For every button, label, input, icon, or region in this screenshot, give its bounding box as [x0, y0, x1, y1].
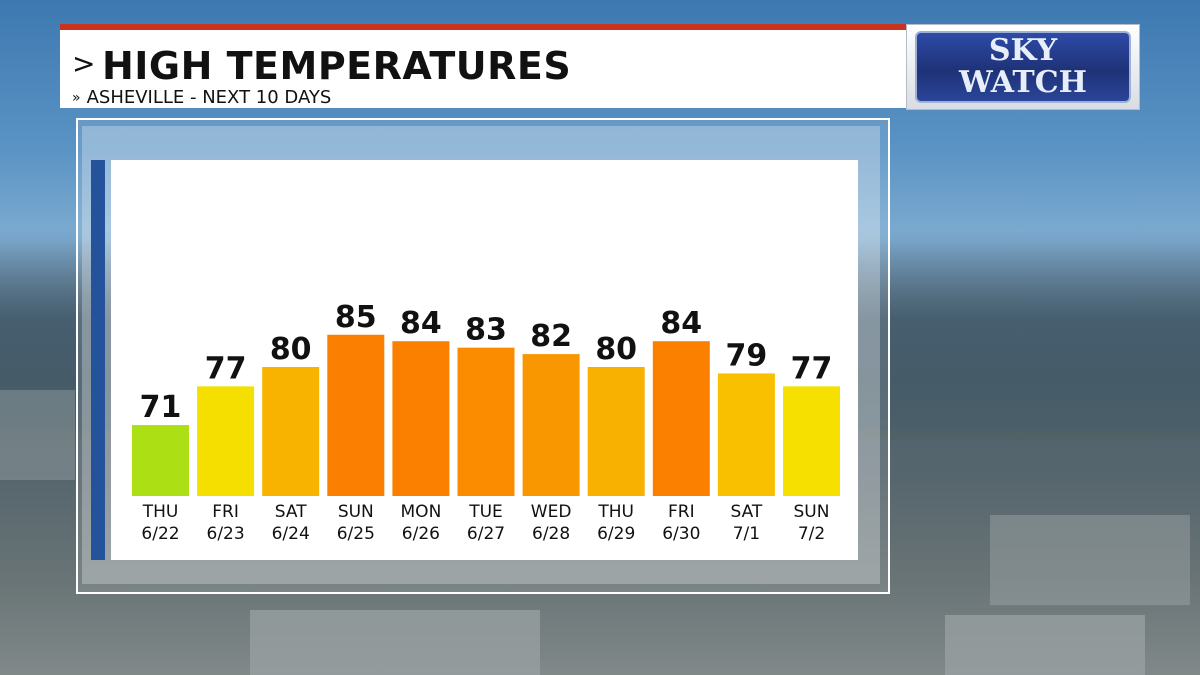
temperature-bar: [197, 386, 255, 496]
page-subtitle: » ASHEVILLE - NEXT 10 DAYS: [72, 88, 331, 108]
chevron-right-icon: >: [72, 47, 96, 80]
date-tick-label: 6/24: [272, 524, 310, 544]
day-tick-label: SUN: [794, 502, 830, 522]
background-building: [250, 610, 540, 675]
temperature-bar: [783, 386, 840, 496]
date-tick-label: 6/30: [662, 524, 700, 544]
day-tick-label: TUE: [468, 502, 503, 522]
temperature-value-label: 83: [465, 313, 507, 348]
logo-line1: SKY: [988, 33, 1058, 68]
accent-bar: [91, 160, 105, 560]
day-tick-label: MON: [401, 502, 442, 522]
day-tick-label: THU: [597, 502, 634, 522]
subtitle-text: ASHEVILLE - NEXT 10 DAYS: [86, 87, 332, 108]
page-title: > HIGH TEMPERATURES: [72, 42, 571, 88]
temperature-bar: [457, 347, 515, 496]
date-tick-label: 6/22: [141, 524, 179, 544]
title-banner: > HIGH TEMPERATURES » ASHEVILLE - NEXT 10 …: [60, 24, 906, 108]
date-tick-label: 6/29: [597, 524, 635, 544]
temperature-value-label: 71: [140, 390, 182, 425]
double-chevron-right-icon: »: [72, 90, 81, 106]
temperature-value-label: 77: [791, 351, 833, 386]
day-tick-label: THU: [142, 502, 179, 522]
date-tick-label: 7/2: [798, 524, 825, 544]
day-tick-label: SUN: [338, 502, 374, 522]
temperature-value-label: 79: [726, 338, 768, 373]
date-tick-label: 6/23: [207, 524, 245, 544]
skywatch-logo: SKY WATCH: [906, 24, 1140, 110]
date-tick-label: 6/28: [532, 524, 570, 544]
temperature-value-label: 82: [530, 319, 572, 354]
day-tick-label: WED: [531, 502, 572, 522]
temperature-bar: [717, 373, 775, 496]
temperature-value-label: 80: [270, 332, 312, 367]
day-tick-label: FRI: [668, 502, 695, 522]
temperature-value-label: 84: [400, 306, 442, 341]
date-tick-label: 6/25: [337, 524, 375, 544]
day-tick-label: FRI: [212, 502, 239, 522]
temperature-bar: [132, 425, 189, 496]
temperature-bar: [587, 367, 645, 496]
date-tick-label: 6/26: [402, 524, 440, 544]
logo-badge: SKY WATCH: [915, 31, 1131, 103]
day-tick-label: SAT: [275, 502, 307, 522]
temperature-bar: [522, 354, 580, 496]
temperature-bar-chart: 71THU6/2277FRI6/2380SAT6/2485SUN6/2584MO…: [132, 300, 840, 544]
day-tick-label: SAT: [730, 502, 762, 522]
temperature-bar: [392, 341, 450, 496]
background-building: [990, 515, 1190, 605]
date-tick-label: 6/27: [467, 524, 505, 544]
temperature-value-label: 84: [660, 306, 702, 341]
temperature-bar: [262, 367, 320, 496]
temperature-value-label: 80: [595, 332, 637, 367]
logo-line2: WATCH: [959, 65, 1087, 100]
background-building: [0, 390, 75, 480]
temperature-bar: [327, 334, 385, 496]
title-text: HIGH TEMPERATURES: [101, 44, 572, 88]
background-building: [945, 615, 1145, 675]
temperature-value-label: 85: [335, 300, 377, 335]
date-tick-label: 7/1: [733, 524, 760, 544]
temperature-bar: [652, 341, 710, 496]
temperature-value-label: 77: [205, 351, 247, 386]
